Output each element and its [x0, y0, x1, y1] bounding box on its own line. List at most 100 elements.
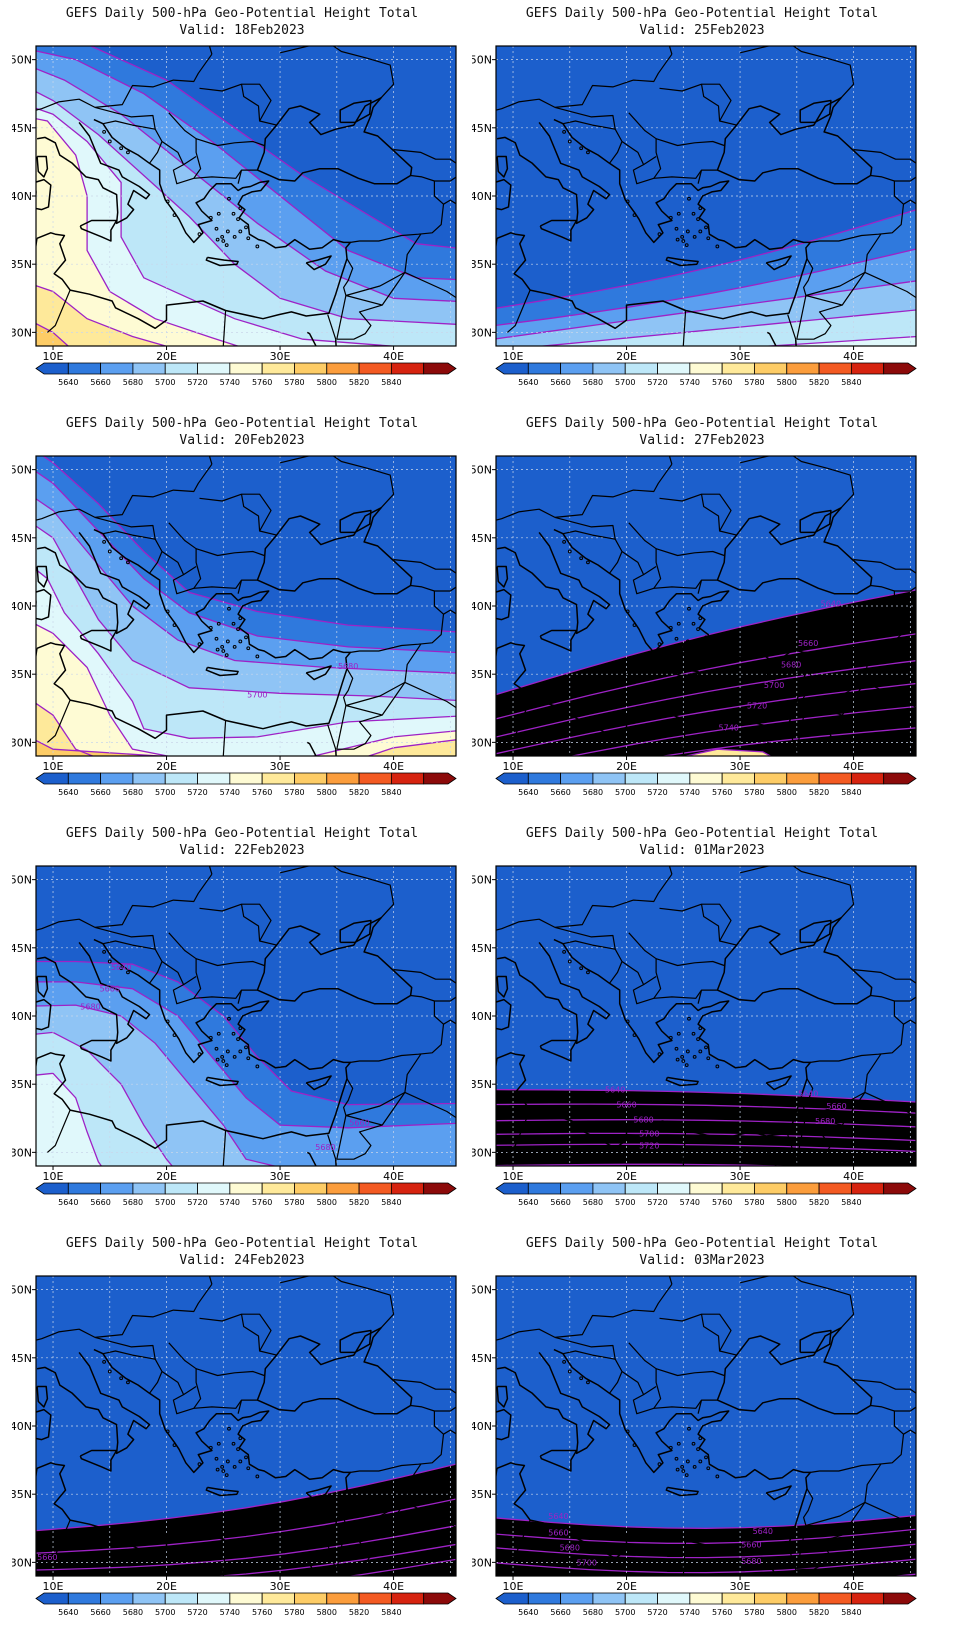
island	[102, 1360, 107, 1364]
island	[208, 215, 213, 220]
colorbar-swatch	[624, 362, 658, 375]
colorbar-swatch	[527, 772, 562, 785]
country-border	[841, 1091, 916, 1126]
colorbar-swatch	[495, 1182, 529, 1195]
country-border	[739, 1276, 855, 1329]
latitude-label: 45N	[472, 942, 492, 955]
coastline	[339, 99, 372, 124]
coastline	[496, 155, 509, 178]
colorbar-label: 5640	[58, 1608, 78, 1617]
island	[684, 1473, 689, 1477]
height-band	[36, 285, 166, 346]
contour-line	[496, 1119, 916, 1128]
longitude-label: 30E	[270, 760, 291, 773]
contour-line	[496, 209, 916, 309]
island	[680, 1055, 685, 1059]
island	[680, 235, 685, 239]
colorbar-swatch	[100, 772, 134, 785]
contour-line	[36, 981, 456, 1129]
coastline	[205, 1486, 239, 1497]
colorbar-label: 5740	[680, 378, 700, 387]
colorbar-swatch	[229, 772, 263, 785]
height-map: 5640 5660 5680 5700 5640 5660 5680 30N 35N 40N 45N…	[472, 1275, 917, 1617]
coastline	[79, 1449, 118, 1472]
latitude-label: 45N	[12, 942, 32, 955]
colorbar-label: 5740	[680, 788, 700, 797]
coastline	[79, 629, 118, 652]
colorbar-swatch	[294, 362, 328, 375]
contour-label: 5660	[548, 1528, 568, 1537]
island	[681, 239, 686, 243]
coastline	[496, 938, 812, 1150]
coastline	[256, 97, 413, 185]
colorbar-label: 5780	[744, 378, 764, 387]
longitude-label: 20E	[616, 760, 637, 773]
country-border	[36, 873, 213, 931]
colorbar-swatch	[883, 1592, 917, 1605]
country-border	[853, 559, 916, 592]
colorbar-label: 5760	[252, 378, 272, 387]
colorbar-swatch	[423, 1592, 457, 1605]
island	[255, 244, 260, 249]
contour-line	[36, 1004, 278, 1166]
panel-title: GEFS Daily 500-hPa Geo-Potential Height …	[65, 1236, 419, 1251]
latitude-label: 40N	[472, 600, 492, 613]
island	[625, 1429, 630, 1434]
colorbar-swatch	[527, 1592, 562, 1605]
coastline	[766, 331, 777, 346]
country-border	[628, 1342, 662, 1415]
island	[685, 229, 690, 234]
country-border	[668, 46, 673, 55]
latitude-label: 40N	[472, 190, 492, 203]
island	[674, 1456, 679, 1461]
colorbar-label: 5740	[220, 378, 240, 387]
coastline	[665, 1076, 699, 1087]
contour-label: 5660	[741, 1541, 761, 1550]
colorbar-label: 5800	[777, 1608, 797, 1617]
colorbar-swatch	[495, 362, 529, 375]
country-border	[562, 530, 616, 540]
island	[227, 606, 231, 611]
coastline	[36, 941, 151, 1045]
country-border	[393, 149, 456, 182]
coastline	[716, 507, 873, 595]
colorbar-swatch	[818, 362, 852, 375]
colorbar-swatch	[261, 362, 295, 375]
island	[231, 1441, 236, 1446]
island	[231, 1031, 236, 1036]
country-border	[700, 84, 721, 122]
colorbar-swatch	[164, 362, 198, 375]
country-border	[195, 138, 265, 147]
country-border	[36, 53, 213, 111]
contour-line	[659, 727, 916, 756]
colorbar-swatch	[358, 772, 392, 785]
island	[692, 235, 697, 239]
contour-line	[36, 1525, 456, 1571]
colorbar-label: 5760	[712, 378, 732, 387]
panel-valid-date: Valid: 18Feb2023	[179, 23, 305, 38]
country-border	[208, 1276, 213, 1285]
colorbar-swatch	[754, 362, 788, 375]
colorbar-swatch	[560, 1182, 594, 1195]
island	[225, 1049, 230, 1054]
island	[696, 627, 700, 632]
colorbar-label: 5720	[187, 1198, 207, 1207]
coastline	[765, 1075, 792, 1091]
height-band	[36, 118, 238, 346]
coastline	[306, 331, 317, 346]
coastline	[36, 531, 151, 635]
country-border	[193, 169, 258, 179]
latitude-label: 30N	[12, 1146, 32, 1159]
coastline	[205, 256, 239, 267]
country-border	[443, 609, 456, 615]
country-border	[240, 904, 261, 942]
contour-line	[496, 248, 916, 327]
panel-title: GEFS Daily 500-hPa Geo-Potential Height …	[65, 6, 419, 21]
country-border	[810, 174, 905, 243]
panel-title: GEFS Daily 500-hPa Geo-Potential Height …	[525, 1236, 879, 1251]
island	[675, 1057, 680, 1062]
coastline	[36, 1348, 352, 1560]
latitude-label: 35N	[12, 1488, 32, 1501]
